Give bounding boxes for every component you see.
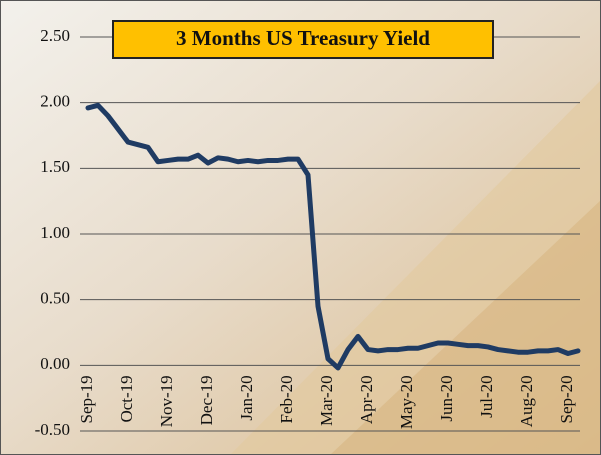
y-tick-label: 1.50 xyxy=(40,157,70,176)
x-tick-label: Aug-20 xyxy=(517,375,536,427)
chart-title: 3 Months US Treasury Yield xyxy=(176,26,430,50)
y-tick-label: 2.00 xyxy=(40,92,70,111)
x-tick-label: Sep-20 xyxy=(557,375,576,423)
y-tick-label: 0.50 xyxy=(40,289,70,308)
chart: -0.50 0.00 0.50 1.00 1.50 2.00 2.50 Sep-19 Oct-1… xyxy=(0,0,601,455)
x-tick-label: Feb-20 xyxy=(277,375,296,423)
y-tick-label: 2.50 xyxy=(40,26,70,45)
x-tick-label: Apr-20 xyxy=(357,375,376,424)
y-tick-label: 1.00 xyxy=(40,223,70,242)
y-tick-label: 0.00 xyxy=(40,354,70,373)
x-tick-label: Jan-20 xyxy=(237,375,256,420)
x-tick-label: Sep-19 xyxy=(77,375,96,423)
x-tick-label: Mar-20 xyxy=(317,375,336,426)
page: -0.50 0.00 0.50 1.00 1.50 2.00 2.50 Sep-19 Oct-1… xyxy=(0,0,601,455)
x-tick-label: Jul-20 xyxy=(477,375,496,418)
x-tick-label: Oct-19 xyxy=(117,375,136,422)
y-tick-label: -0.50 xyxy=(35,420,70,439)
x-tick-label: Nov-19 xyxy=(157,375,176,427)
x-tick-label: May-20 xyxy=(397,375,416,429)
x-tick-label: Dec-19 xyxy=(197,375,216,425)
x-tick-label: Jun-20 xyxy=(437,375,456,421)
